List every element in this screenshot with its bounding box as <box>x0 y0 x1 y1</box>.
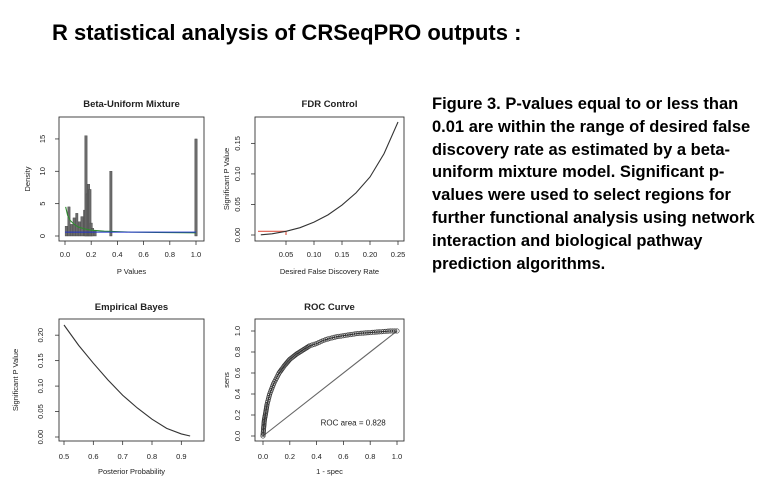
bum-x-tick-label: 1.0 <box>191 250 201 259</box>
eb-series-line-1 <box>63 324 191 437</box>
eb-y-tick-label: 0.05 <box>36 404 45 419</box>
eb-x-tick-label: 0.5 <box>59 452 69 461</box>
fdr-y-tick-label: 0.05 <box>233 197 242 212</box>
eb-x-axis-label: Posterior Probability <box>98 467 165 476</box>
roc-data-point <box>260 427 266 433</box>
eb-y-axis-label: Significant P Value <box>11 349 20 411</box>
fdr-x-tick-label: 0.15 <box>335 250 350 259</box>
bum-histogram-bar <box>109 171 113 237</box>
roc-y-tick-label: 1.0 <box>233 326 242 336</box>
roc-x-axis-label: 1 - spec <box>316 467 343 476</box>
roc-data-point <box>314 341 320 347</box>
roc-x-tick-label: 0.4 <box>311 452 321 461</box>
roc-data-point <box>306 343 312 349</box>
bum-x-tick-label: 0.2 <box>86 250 96 259</box>
roc-data-point <box>311 341 317 347</box>
fdr-y-axis-label: Significant P Value <box>222 148 231 210</box>
roc-data-point <box>325 336 331 342</box>
eb-y-tick-label: 0.20 <box>36 328 45 343</box>
bum-histogram-bar <box>80 216 84 237</box>
eb-x-tick-label: 0.7 <box>117 452 127 461</box>
roc-x-tick-label: 0.2 <box>285 452 295 461</box>
bum-y-tick-label: 10 <box>38 167 47 175</box>
fdr-x-tick-label: 0.20 <box>363 250 378 259</box>
roc-y-tick-label: 0.8 <box>233 347 242 357</box>
fdr-x-axis-label: Desired False Discovery Rate <box>280 267 379 276</box>
eb-x-tick-label: 0.8 <box>147 452 157 461</box>
roc-x-tick-label: 0.8 <box>365 452 375 461</box>
bum-x-tick-label: 0.0 <box>60 250 70 259</box>
roc-series-line-2 <box>262 330 398 437</box>
bum-x-axis-label: P Values <box>117 267 147 276</box>
bum-plot-area <box>64 135 198 237</box>
fdr-x-tick-label: 0.05 <box>279 250 294 259</box>
bum-histogram-bar <box>194 138 198 237</box>
bum-plot-frame <box>58 116 205 242</box>
roc-data-point <box>323 337 329 343</box>
roc-series-line-1 <box>262 330 397 437</box>
fdr-y-tick-label: 0.00 <box>233 228 242 243</box>
roc-data-point <box>320 337 326 343</box>
roc-data-point <box>392 328 398 334</box>
roc-y-tick-label: 0.2 <box>233 410 242 420</box>
roc-x-tick-label: 1.0 <box>392 452 402 461</box>
bum-x-tick-label: 0.8 <box>165 250 175 259</box>
fdr-y-tick-label: 0.10 <box>233 167 242 182</box>
bum-x-tick-label: 0.6 <box>138 250 148 259</box>
roc-data-point <box>309 342 315 348</box>
roc-y-axis-label: sens <box>222 372 231 388</box>
roc-y-tick-label: 0.6 <box>233 368 242 378</box>
eb-y-tick-label: 0.15 <box>36 353 45 368</box>
roc-data-point <box>318 338 324 344</box>
roc-data-point <box>394 328 400 334</box>
eb-y-tick-label: 0.00 <box>36 430 45 445</box>
eb-x-tick-label: 0.9 <box>176 452 186 461</box>
roc-chart-title: ROC Curve <box>304 302 355 313</box>
bum-y-axis-label: Density <box>23 166 32 191</box>
fdr-x-tick-label: 0.25 <box>391 250 406 259</box>
bum-histogram-bar <box>78 221 81 237</box>
fdr-plot-frame <box>254 116 405 242</box>
page-title: R statistical analysis of CRSeqPRO outpu… <box>52 20 522 45</box>
roc-area-annotation: ROC area = 0.828 <box>321 419 387 428</box>
roc-data-point <box>307 343 313 349</box>
bum-y-tick-label: 0 <box>38 234 47 238</box>
eb-plot-frame <box>58 318 205 442</box>
roc-y-tick-label: 0.4 <box>233 389 242 399</box>
eb-chart-title: Empirical Bayes <box>95 302 168 313</box>
fdr-series-line-1 <box>260 121 399 236</box>
eb-x-tick-label: 0.6 <box>88 452 98 461</box>
eb-plot-area <box>63 324 191 437</box>
bum-y-tick-label: 15 <box>38 135 47 143</box>
bum-x-tick-label: 0.4 <box>112 250 122 259</box>
roc-data-point <box>261 426 267 432</box>
bum-chart-title: Beta-Uniform Mixture <box>83 99 180 110</box>
bum-histogram-bar <box>67 206 71 237</box>
bum-histogram-bar <box>72 217 76 237</box>
eb-y-tick-label: 0.10 <box>36 379 45 394</box>
roc-x-tick-label: 0.0 <box>258 452 268 461</box>
roc-data-point <box>316 340 322 346</box>
fdr-x-tick-label: 0.10 <box>307 250 322 259</box>
roc-y-tick-label: 0.0 <box>233 431 242 441</box>
roc-plot-area <box>260 328 400 439</box>
roc-plot-frame <box>254 318 405 442</box>
fdr-y-tick-label: 0.15 <box>233 136 242 151</box>
bum-histogram-bar <box>64 226 68 237</box>
bum-histogram-bar <box>70 224 73 237</box>
fdr-chart-title: FDR Control <box>302 99 358 110</box>
roc-x-tick-label: 0.6 <box>338 452 348 461</box>
fdr-plot-area <box>258 121 399 236</box>
bum-y-tick-label: 5 <box>38 202 47 206</box>
figure-caption: Figure 3. P-values equal to or less than… <box>432 95 755 273</box>
